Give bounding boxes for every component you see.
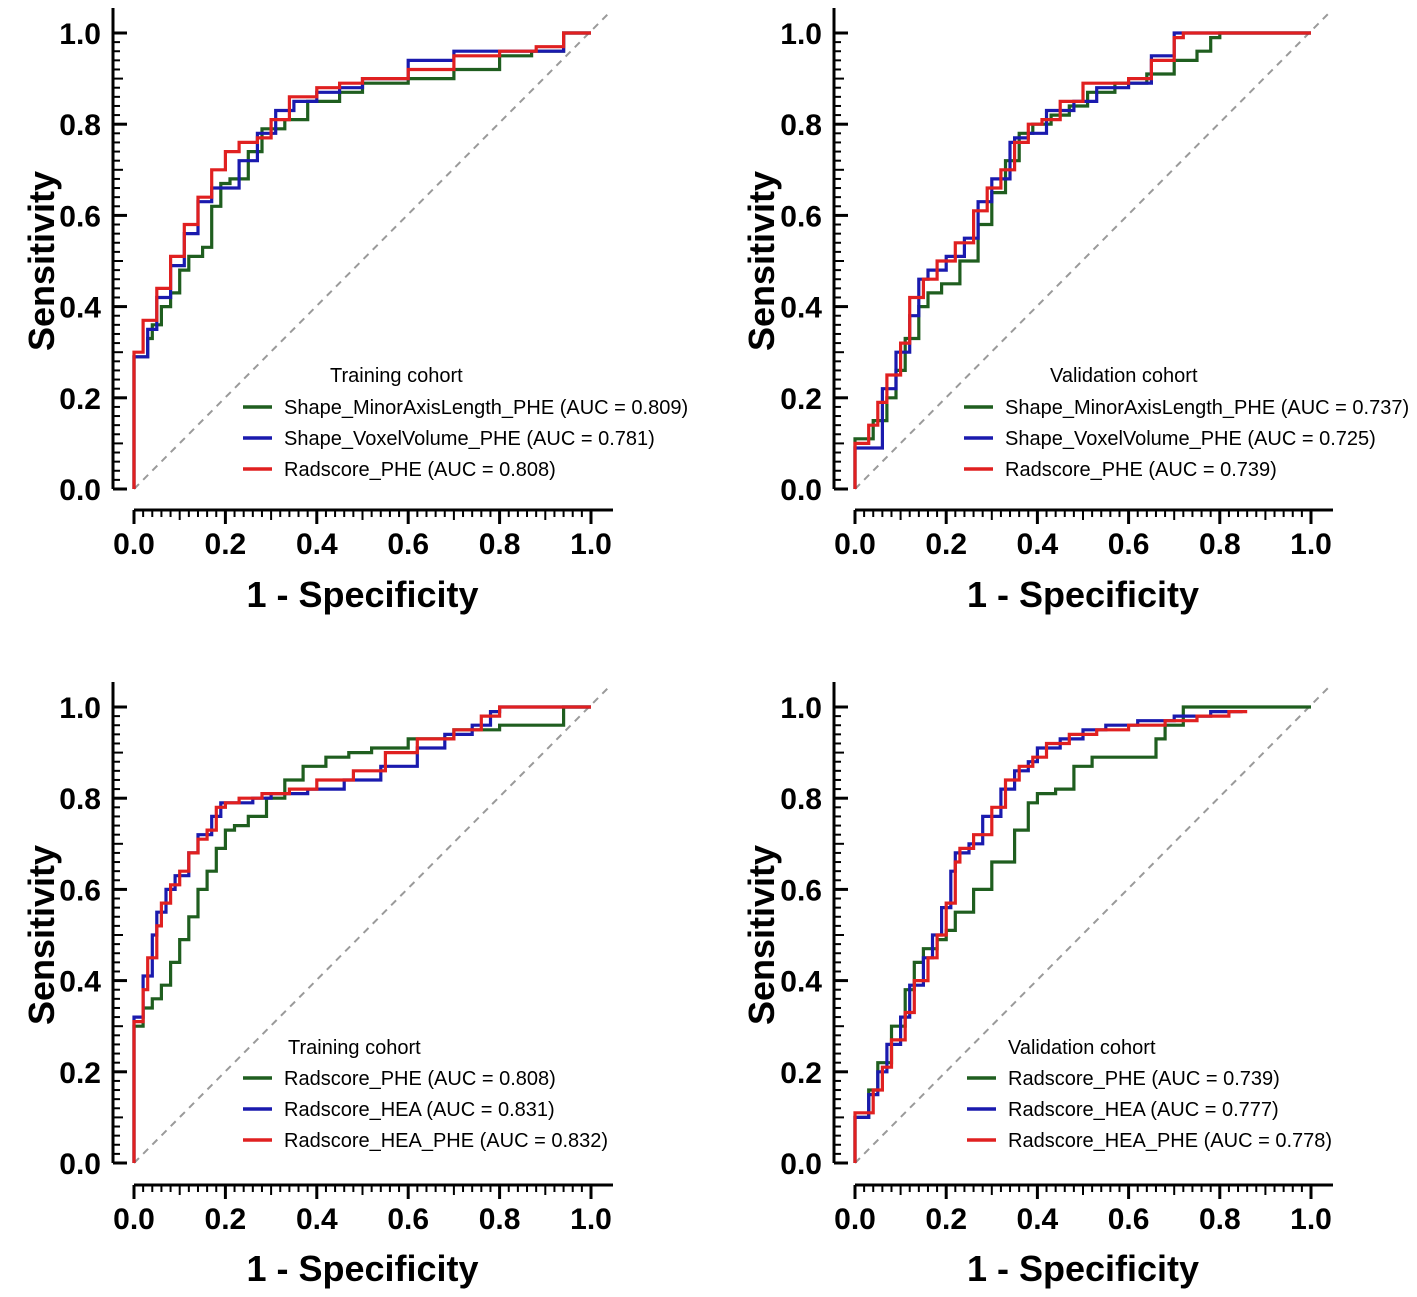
panel4-x-tick-label: 0.8	[1199, 1203, 1241, 1236]
panel1-y-tick-label: 0.6	[59, 200, 101, 233]
validation-cohort-roc-panel-bottom: 0.0 0.2 0.4 0.6 0.8 1.0 0.0 0.2 0.4 0.6 0.8 1.0 Sens…	[741, 682, 1333, 1289]
validation-cohort-roc-panel-top: 0.0 0.2 0.4 0.6 0.8 1.0 0.0 0.2 0.4 0.6 0.8 1.0 Sens…	[741, 8, 1409, 615]
panel3-legend-label-3: Radscore_HEA_PHE (AUC = 0.832)	[284, 1130, 608, 1152]
panel4-x-tick-label: 0.0	[834, 1203, 876, 1236]
panel2-roc-curve-2	[853, 31, 1311, 489]
panel2-legend-label-2: Shape_VoxelVolume_PHE (AUC = 0.725)	[1005, 428, 1376, 450]
panel1-x-tick-label: 1.0	[570, 528, 612, 561]
panel1-x-axis-title: 1 - Specificity	[246, 574, 478, 615]
panel3-reference-diagonal	[133, 684, 612, 1164]
panel4-legend-label-1: Radscore_PHE (AUC = 0.739)	[1008, 1068, 1280, 1090]
panel4-y-tick-label: 0.8	[780, 783, 822, 816]
panel1-y-axis-title: Sensitivity	[21, 171, 62, 351]
panel2-y-tick-label: 0.8	[780, 109, 822, 142]
panel4-y-tick-label: 1.0	[780, 692, 822, 725]
panel4-y-tick-label: 0.2	[780, 1057, 822, 1090]
panel2-x-axis-title: 1 - Specificity	[967, 574, 1199, 615]
panel4-legend-label-2: Radscore_HEA (AUC = 0.777)	[1008, 1099, 1279, 1121]
panel3-y-tick-label: 0.2	[59, 1057, 101, 1090]
panel4-x-tick-label: 0.6	[1108, 1203, 1150, 1236]
panel1-roc-curve-2	[132, 31, 591, 489]
panel1-x-tick-label: 0.4	[296, 528, 338, 561]
panel3-x-tick-label: 0.0	[113, 1203, 155, 1236]
panel4-x-axis-title: 1 - Specificity	[967, 1248, 1199, 1289]
panel4-x-tick-label: 1.0	[1290, 1203, 1332, 1236]
panel1-y-tick-label: 0.2	[59, 383, 101, 416]
panel3-x-tick-label: 0.4	[296, 1203, 338, 1236]
panel1-y-tick-label: 0.4	[59, 292, 101, 325]
panel2-x-tick-label: 0.6	[1108, 528, 1150, 561]
panel1-legend-label-3: Radscore_PHE (AUC = 0.808)	[284, 459, 556, 481]
panel2-x-tick-label: 0.4	[1017, 528, 1059, 561]
panel4-roc-curve-2	[853, 710, 1243, 1163]
panel1-reference-diagonal	[133, 10, 612, 490]
panel4-y-tick-label: 0.0	[780, 1148, 822, 1181]
panel4-legend-title: Validation cohort	[1008, 1037, 1156, 1059]
panel3-y-tick-label: 0.4	[59, 966, 101, 999]
panel3-y-tick-label: 0.8	[59, 783, 101, 816]
panel3-y-tick-label: 0.0	[59, 1148, 101, 1181]
panel4-legend-label-3: Radscore_HEA_PHE (AUC = 0.778)	[1008, 1130, 1332, 1152]
panel1-x-tick-label: 0.2	[205, 528, 247, 561]
panel1-legend-label-1: Shape_MinorAxisLength_PHE (AUC = 0.809)	[284, 397, 688, 419]
panel3-x-tick-label: 1.0	[570, 1203, 612, 1236]
panel3-roc-curve-2	[132, 705, 591, 1163]
panel2-y-axis-title: Sensitivity	[741, 171, 782, 351]
panel2-x-tick-label: 0.8	[1199, 528, 1241, 561]
panel3-x-tick-label: 0.6	[387, 1203, 429, 1236]
panel3-roc-curve-3	[132, 705, 591, 1163]
panel2-roc-curve-3	[853, 31, 1311, 489]
panel1-y-tick-label: 0.8	[59, 109, 101, 142]
panel2-y-tick-label: 0.6	[780, 200, 822, 233]
panel1-legend-title: Training cohort	[330, 365, 463, 387]
panel4-y-tick-label: 0.4	[780, 966, 822, 999]
panel2-legend-label-1: Shape_MinorAxisLength_PHE (AUC = 0.737)	[1005, 397, 1409, 419]
panel1-x-tick-label: 0.8	[479, 528, 521, 561]
panel2-x-tick-label: 0.2	[925, 528, 967, 561]
panel3-legend-title: Training cohort	[288, 1037, 421, 1059]
panel1-x-tick-label: 0.0	[113, 528, 155, 561]
panel2-y-tick-label: 1.0	[780, 18, 822, 51]
panel2-y-tick-label: 0.0	[780, 474, 822, 507]
training-cohort-roc-panel-top: 0.0 0.2 0.4 0.6 0.8 1.0 0.0 0.2 0.4 0.6 0.8 1.0 Sens…	[21, 8, 688, 615]
panel3-y-tick-label: 1.0	[59, 692, 101, 725]
panel4-x-tick-label: 0.2	[925, 1203, 967, 1236]
panel1-y-tick-label: 1.0	[59, 18, 101, 51]
panel2-legend-label-3: Radscore_PHE (AUC = 0.739)	[1005, 459, 1277, 481]
training-cohort-roc-panel-bottom: 0.0 0.2 0.4 0.6 0.8 1.0 0.0 0.2 0.4 0.6 0.8 1.0 Sens…	[21, 682, 613, 1289]
panel4-reference-diagonal	[854, 684, 1332, 1164]
panel2-reference-diagonal	[854, 10, 1332, 490]
panel3-y-tick-label: 0.6	[59, 874, 101, 907]
panel1-x-tick-label: 0.6	[387, 528, 429, 561]
panel3-x-tick-label: 0.2	[205, 1203, 247, 1236]
panel4-x-tick-label: 0.4	[1017, 1203, 1059, 1236]
panel2-y-tick-label: 0.4	[780, 292, 822, 325]
panel2-y-tick-label: 0.2	[780, 383, 822, 416]
panel1-roc-curve-1	[132, 31, 591, 489]
panel2-x-tick-label: 0.0	[834, 528, 876, 561]
panel1-legend-label-2: Shape_VoxelVolume_PHE (AUC = 0.781)	[284, 428, 655, 450]
panel3-legend-label-1: Radscore_PHE (AUC = 0.808)	[284, 1068, 556, 1090]
panel2-x-tick-label: 1.0	[1290, 528, 1332, 561]
panel4-roc-curve-3	[853, 710, 1248, 1163]
panel4-roc-curve-1	[853, 705, 1311, 1163]
panel2-legend-title: Validation cohort	[1050, 365, 1198, 387]
panel4-y-tick-label: 0.6	[780, 874, 822, 907]
panel3-x-axis-title: 1 - Specificity	[246, 1248, 478, 1289]
panel3-x-tick-label: 0.8	[479, 1203, 521, 1236]
panel3-y-axis-title: Sensitivity	[21, 845, 62, 1025]
panel4-y-axis-title: Sensitivity	[741, 845, 782, 1025]
panel1-y-tick-label: 0.0	[59, 474, 101, 507]
panel3-legend-label-2: Radscore_HEA (AUC = 0.831)	[284, 1099, 555, 1121]
panel1-roc-curve-3	[132, 31, 591, 489]
